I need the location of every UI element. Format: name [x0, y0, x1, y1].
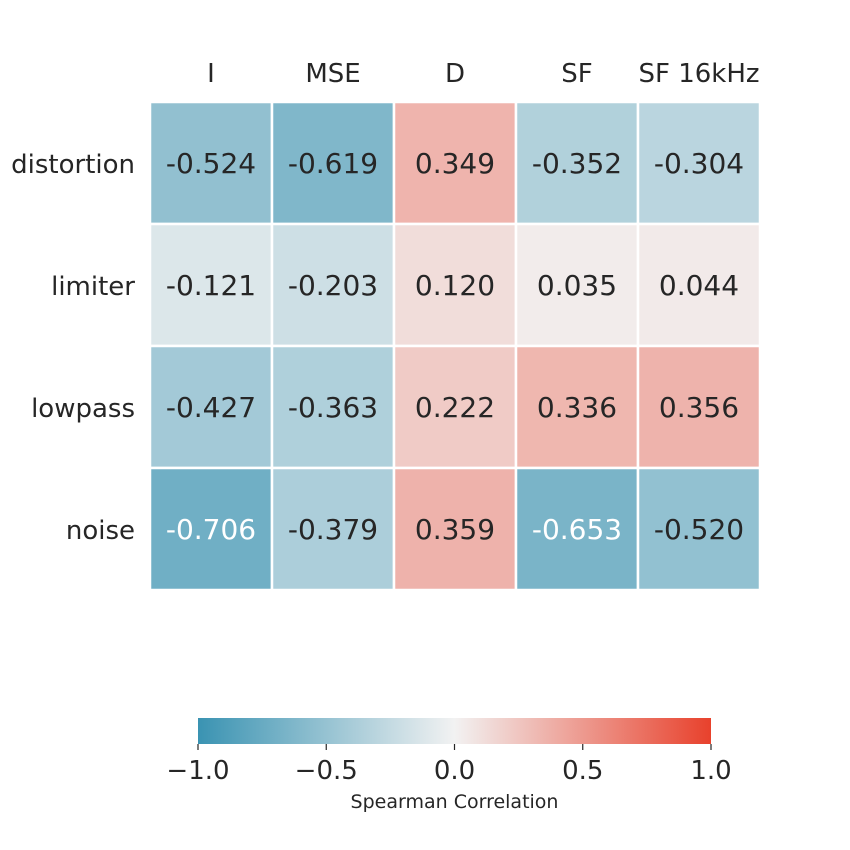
- cell-value-label: -0.706: [166, 513, 256, 546]
- cell-value-label: -0.121: [166, 269, 256, 302]
- colorbar-tick-label: 0.5: [562, 756, 603, 786]
- heatmap-cell: [148, 222, 274, 348]
- row-label: limiter: [51, 272, 135, 302]
- cell-value-label: 0.356: [659, 391, 739, 424]
- cell-value-label: -0.619: [288, 147, 378, 180]
- colorbar-tick-label: 0.0: [434, 756, 475, 786]
- cell-value-label: -0.363: [288, 391, 378, 424]
- cell-value-label: 0.222: [415, 391, 495, 424]
- heatmap-cell: [148, 100, 274, 226]
- cell-value-label: 0.044: [659, 269, 739, 302]
- cell-value-label: 0.035: [537, 269, 617, 302]
- heatmap-cell: [636, 466, 762, 592]
- cell-value-label: -0.524: [166, 147, 256, 180]
- heatmap-cell: [270, 344, 396, 470]
- colorbar: −1.0 −0.5 0.0 0.5 1.0 Spearman Correlation: [166, 718, 732, 813]
- colorbar-ticks: −1.0 −0.5 0.0 0.5 1.0: [166, 744, 732, 786]
- row-label: lowpass: [31, 394, 135, 424]
- cell-value-label: 0.359: [415, 513, 495, 546]
- cell-value-label: 0.349: [415, 147, 495, 180]
- heatmap-cell: [392, 466, 518, 592]
- colorbar-tick-label: 1.0: [690, 756, 731, 786]
- cell-value-label: -0.304: [654, 147, 744, 180]
- cell-value-label: 0.336: [537, 391, 617, 424]
- cell-value-label: 0.120: [415, 269, 495, 302]
- colorbar-label: Spearman Correlation: [351, 791, 559, 813]
- colorbar-tick-label: −0.5: [295, 756, 358, 786]
- heatmap-cell: [392, 100, 518, 226]
- heatmap-cell: [270, 100, 396, 226]
- heatmap-cells: -0.524 -0.619 0.349 -0.352 -0.304 -0.121 -0.20…: [148, 100, 762, 592]
- heatmap-cell: [392, 222, 518, 348]
- cell-value-label: -0.379: [288, 513, 378, 546]
- column-label: MSE: [305, 59, 360, 89]
- heatmap-cell: [636, 222, 762, 348]
- colorbar-gradient: [198, 718, 711, 744]
- heatmap-cell: [514, 344, 640, 470]
- heatmap-cell: [148, 466, 274, 592]
- row-labels: distortion limiter lowpass noise: [11, 150, 135, 546]
- colorbar-tick-label: −1.0: [166, 756, 229, 786]
- cell-value-label: -0.653: [532, 513, 622, 546]
- heatmap-cell: [514, 466, 640, 592]
- row-label: noise: [66, 516, 135, 546]
- column-label: I: [207, 59, 215, 89]
- column-label: D: [445, 59, 465, 89]
- cell-value-label: -0.427: [166, 391, 256, 424]
- cell-value-label: -0.520: [654, 513, 744, 546]
- cell-value-label: -0.203: [288, 269, 378, 302]
- column-label: SF: [561, 59, 592, 89]
- column-label: SF 16kHz: [638, 59, 759, 89]
- row-label: distortion: [11, 150, 135, 180]
- column-labels: I MSE D SF SF 16kHz: [207, 59, 759, 89]
- cell-value-label: -0.352: [532, 147, 622, 180]
- heatmap-cell: [270, 466, 396, 592]
